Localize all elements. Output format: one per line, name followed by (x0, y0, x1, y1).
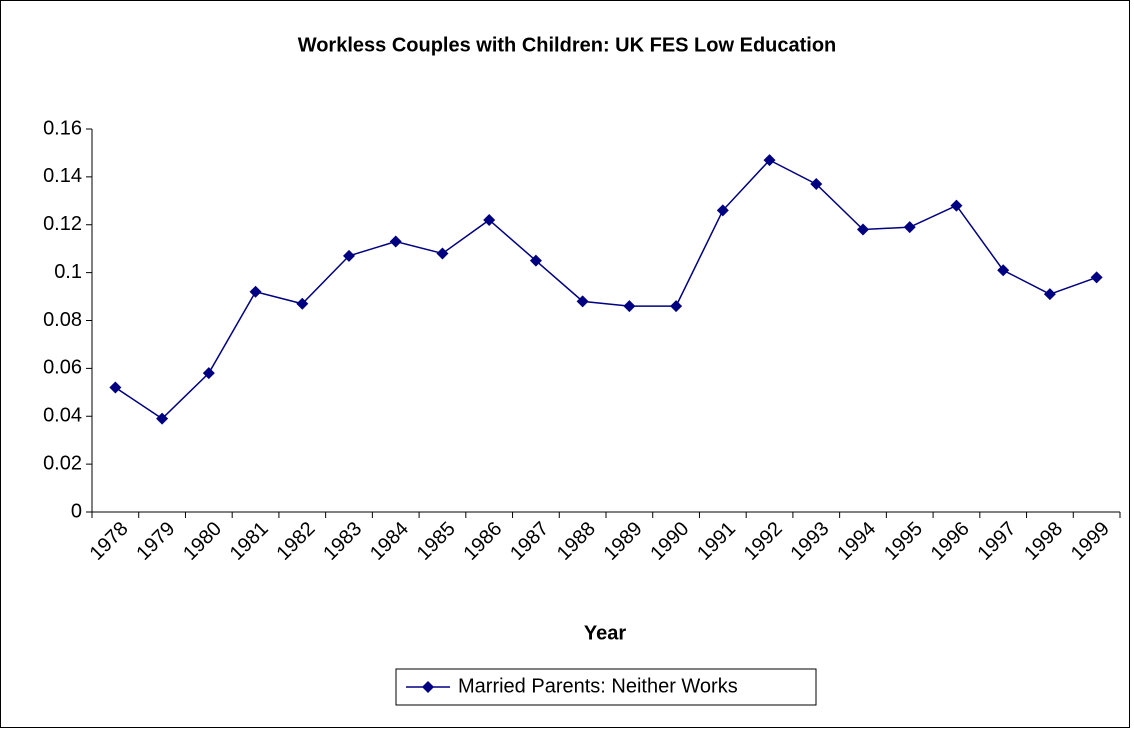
point (716, 204, 729, 217)
point (389, 235, 402, 248)
y-tick-label: 0.14 (43, 165, 82, 187)
y-tick-label: 0.16 (43, 117, 82, 139)
point (903, 221, 916, 234)
y-tick-label: 0.06 (43, 357, 82, 379)
x-axis-title: Year (584, 622, 626, 644)
y-tick-label: 0.08 (43, 309, 82, 331)
legend-label: Married Parents: Neither Works (458, 675, 738, 697)
y-tick-label: 0.02 (43, 452, 82, 474)
point (296, 297, 309, 310)
point (857, 223, 869, 236)
point (997, 264, 1010, 277)
y-tick-label: 0.1 (54, 261, 82, 283)
point (623, 300, 636, 313)
point (670, 300, 683, 313)
point (202, 367, 215, 380)
series-line (114, 159, 1097, 420)
point (576, 295, 589, 308)
point (156, 412, 169, 425)
point (483, 213, 496, 226)
legend-box (395, 668, 817, 706)
chart-title: Workless Couples with Children: UK FES L… (298, 34, 837, 56)
y-tick-label: 0.12 (43, 213, 82, 235)
point (249, 285, 262, 298)
point (950, 199, 963, 212)
point (343, 249, 355, 262)
y-tick-label: 0.04 (43, 405, 82, 427)
point (529, 254, 542, 267)
point (810, 178, 823, 191)
point (763, 154, 776, 167)
point (1090, 271, 1103, 284)
legend-marker (422, 681, 434, 693)
point (436, 247, 449, 260)
point (109, 381, 122, 394)
point (1043, 288, 1056, 301)
y-tick-label: 0 (71, 500, 82, 522)
